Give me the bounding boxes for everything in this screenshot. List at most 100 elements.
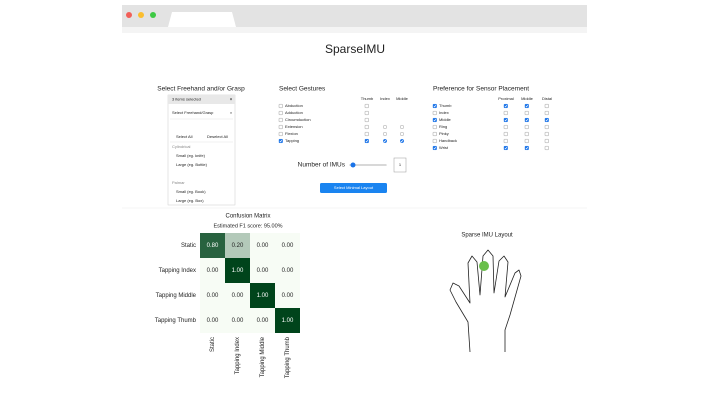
- cell-value: 0.80: [207, 243, 219, 249]
- row-label: Thumb: [439, 103, 452, 108]
- check-mark: [525, 118, 529, 122]
- matrix-cell: [250, 258, 275, 283]
- checkbox[interactable]: [503, 124, 508, 129]
- checkbox[interactable]: [432, 138, 437, 143]
- browser-bar: [122, 5, 587, 27]
- matrix-cell: [225, 233, 250, 258]
- check-mark: [383, 139, 387, 143]
- cell-value: 0.00: [282, 293, 294, 299]
- checkbox[interactable]: [503, 110, 508, 115]
- button-label[interactable]: Select Minimal Layout: [334, 185, 374, 190]
- number-input[interactable]: [393, 157, 407, 173]
- checkbox[interactable]: [278, 103, 283, 108]
- checkbox[interactable]: [544, 138, 549, 143]
- matrix-cell: [275, 283, 300, 308]
- imu-marker: [479, 261, 489, 271]
- checkbox[interactable]: [503, 131, 508, 136]
- check-mark: [433, 146, 437, 150]
- check-mark: [433, 118, 437, 122]
- tab[interactable]: [168, 12, 236, 27]
- checkbox[interactable]: [364, 103, 369, 108]
- checkbox[interactable]: [278, 110, 283, 115]
- checkbox[interactable]: [364, 124, 369, 129]
- caret: ▾: [230, 97, 232, 102]
- clear-icon[interactable]: ×: [230, 110, 233, 115]
- dropdown-option[interactable]: Large (eg. Bottle): [176, 162, 208, 167]
- checkbox[interactable]: [524, 110, 529, 115]
- dropdown-header[interactable]: [168, 95, 235, 104]
- checkbox[interactable]: [524, 131, 529, 136]
- section-heading: Select Gestures: [279, 86, 326, 93]
- maximize-dot[interactable]: [150, 12, 156, 18]
- checkbox[interactable]: [364, 117, 369, 122]
- checkbox-checked[interactable]: [278, 138, 283, 143]
- hand-outline: [449, 249, 522, 353]
- checkbox[interactable]: [503, 138, 508, 143]
- matrix-cell: [250, 233, 275, 258]
- close-dot[interactable]: [126, 12, 132, 18]
- select-all[interactable]: Select All: [176, 134, 193, 139]
- dropdown[interactable]: [167, 94, 236, 206]
- checkbox[interactable]: [544, 103, 549, 108]
- checkbox[interactable]: [364, 110, 369, 115]
- column-header: Distal: [542, 96, 552, 101]
- row-label: Circumduction: [285, 117, 311, 122]
- number-value: 1: [399, 162, 402, 167]
- matrix-subtitle: Estimated F1 score: 95.00%: [213, 223, 282, 229]
- cell-value: 0.00: [232, 293, 244, 299]
- checkbox[interactable]: [383, 131, 388, 136]
- checkbox-checked[interactable]: [364, 138, 369, 143]
- column-label: Tapping Middle: [260, 336, 266, 377]
- check-mark: [365, 139, 369, 143]
- check-mark: [545, 118, 549, 122]
- dropdown-search[interactable]: Select Freehand/Grasp: [172, 110, 214, 115]
- column-header: Middle: [521, 96, 534, 101]
- checkbox[interactable]: [432, 110, 437, 115]
- checkbox[interactable]: [400, 124, 405, 129]
- column-header: Thumb: [361, 96, 374, 101]
- checkbox[interactable]: [544, 145, 549, 150]
- minimize-dot[interactable]: [138, 12, 144, 18]
- cell-value: 0.00: [207, 268, 219, 274]
- checkbox[interactable]: [432, 131, 437, 136]
- checkbox-checked[interactable]: [432, 103, 437, 108]
- checkbox-checked[interactable]: [432, 145, 437, 150]
- checkbox[interactable]: [544, 124, 549, 129]
- row-label: Tapping Thumb: [155, 318, 197, 324]
- checkbox-checked[interactable]: [503, 117, 508, 122]
- checkbox[interactable]: [383, 124, 388, 129]
- checkbox[interactable]: [524, 138, 529, 143]
- button[interactable]: [320, 183, 387, 193]
- checkbox[interactable]: [278, 117, 283, 122]
- column-label: Tapping Thumb: [285, 336, 291, 378]
- toolbar: [122, 27, 587, 33]
- matrix-cell: [250, 308, 275, 333]
- checkbox-checked[interactable]: [432, 117, 437, 122]
- checkbox-checked[interactable]: [524, 103, 529, 108]
- checkbox-checked[interactable]: [524, 145, 529, 150]
- checkbox[interactable]: [432, 124, 437, 129]
- checkbox[interactable]: [278, 131, 283, 136]
- checkbox[interactable]: [544, 110, 549, 115]
- slider-thumb[interactable]: [350, 162, 356, 168]
- row-label: Ring: [439, 124, 447, 129]
- cell-value: 0.00: [282, 268, 294, 274]
- checkbox[interactable]: [544, 131, 549, 136]
- dropdown-option[interactable]: Small (eg. Book): [176, 189, 206, 194]
- checkbox-checked[interactable]: [544, 117, 549, 122]
- check-mark: [504, 104, 508, 108]
- deselect-all[interactable]: Deselect All: [207, 134, 228, 139]
- checkbox-checked[interactable]: [503, 103, 508, 108]
- checkbox[interactable]: [278, 124, 283, 129]
- checkbox-checked[interactable]: [503, 145, 508, 150]
- section-heading: Preference for Sensor Placement: [433, 86, 529, 93]
- check-mark: [433, 104, 437, 108]
- cell-value: 1.00: [232, 268, 244, 274]
- checkbox[interactable]: [364, 131, 369, 136]
- dropdown-option[interactable]: Small (eg. knife): [176, 153, 206, 158]
- column-header: Middle: [396, 96, 409, 101]
- checkbox[interactable]: [524, 124, 529, 129]
- checkbox[interactable]: [400, 131, 405, 136]
- checkbox-checked[interactable]: [524, 117, 529, 122]
- dropdown-option[interactable]: Large (eg. Box): [176, 198, 204, 203]
